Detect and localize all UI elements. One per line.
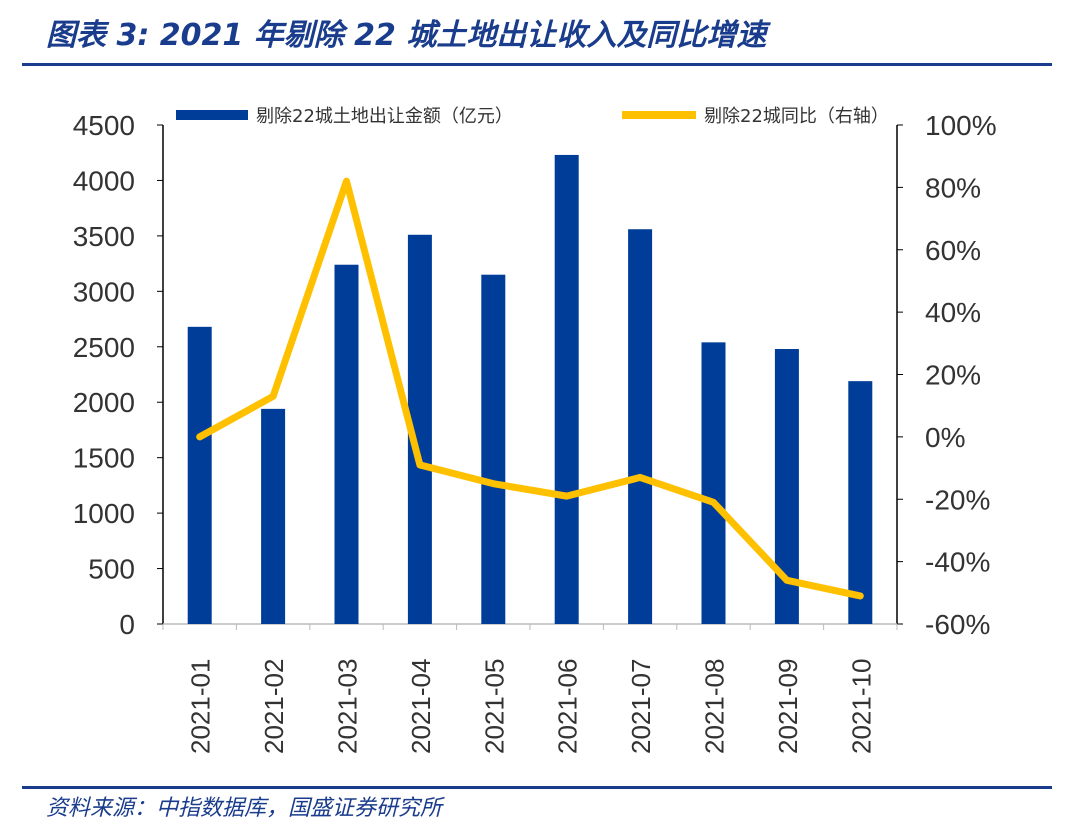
bar-2021-03 — [334, 264, 359, 624]
chart-title: 图表 3: 2021 年剔除 22 城土地出让收入及同比增速 — [46, 18, 767, 53]
right-tick-label: 80% — [925, 172, 981, 203]
right-tick-label: 40% — [925, 297, 981, 328]
x-tick-label: 2021-04 — [406, 659, 436, 754]
left-tick-label: 1000 — [73, 498, 135, 529]
bar-2021-08 — [701, 342, 726, 624]
bar-2021-01 — [187, 326, 212, 624]
left-tick-label: 3500 — [73, 221, 135, 252]
source-note: 资料来源：中指数据库，国盛证券研究所 — [46, 796, 443, 821]
left-tick-label: 4500 — [73, 110, 135, 141]
right-tick-label: 0% — [925, 422, 965, 453]
right-tick-label: -20% — [925, 484, 990, 515]
x-tick-label: 2021-08 — [700, 659, 730, 754]
legend-bar-swatch — [176, 110, 248, 120]
bar-2021-10 — [848, 381, 873, 624]
left-tick-label: 3000 — [73, 276, 135, 307]
yoy-line — [196, 177, 864, 600]
legend-line-label: 剔除22城同比（右轴） — [704, 106, 889, 127]
right-tick-label: 20% — [925, 360, 981, 391]
bar-2021-05 — [481, 274, 506, 624]
x-tick-label: 2021-06 — [553, 659, 583, 754]
top-rule — [22, 63, 1052, 66]
left-tick-label: 1500 — [73, 443, 135, 474]
left-tick-label: 0 — [119, 609, 135, 640]
right-tick-label: 60% — [925, 235, 981, 266]
right-tick-label: 100% — [925, 110, 997, 141]
x-tick-label: 2021-09 — [773, 659, 803, 754]
left-tick-label: 4000 — [73, 165, 135, 196]
x-tick-label: 2021-10 — [846, 659, 876, 754]
x-tick-label: 2021-02 — [259, 659, 289, 754]
left-tick-label: 2000 — [73, 387, 135, 418]
right-tick-label: -60% — [925, 609, 990, 640]
bottom-rule — [22, 786, 1052, 789]
left-tick-label: 2500 — [73, 332, 135, 363]
bar-2021-07 — [628, 229, 653, 625]
bar-2021-02 — [261, 408, 286, 624]
left-tick-label: 500 — [88, 554, 135, 585]
x-tick-label: 2021-05 — [479, 659, 509, 754]
right-tick-label: -40% — [925, 547, 990, 578]
x-tick-label: 2021-07 — [626, 659, 656, 754]
x-tick-label: 2021-01 — [186, 659, 216, 754]
bar-2021-06 — [554, 154, 579, 624]
x-tick-label: 2021-03 — [333, 659, 363, 754]
legend-bar-label: 剔除22城土地出让金额（亿元） — [256, 106, 513, 127]
